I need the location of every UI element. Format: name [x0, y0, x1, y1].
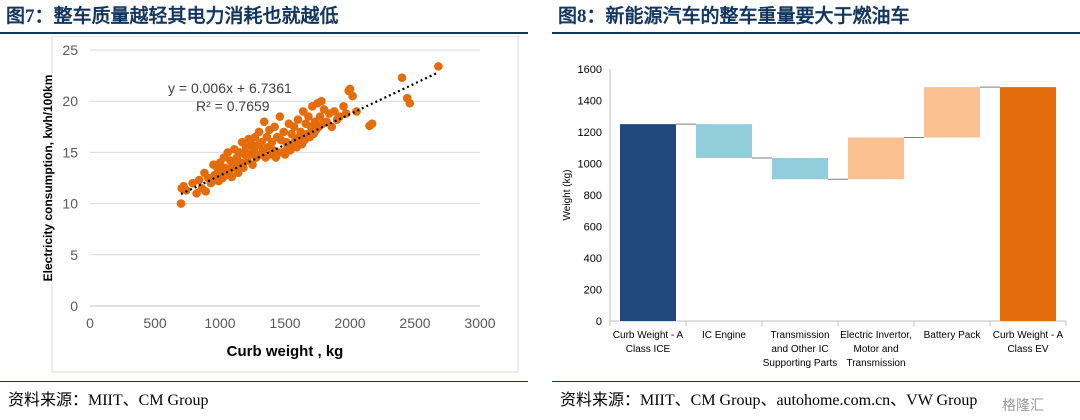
x-tick-label: 3000	[464, 315, 495, 331]
waterfall-bar	[772, 157, 828, 180]
x-tick-label: 1000	[204, 315, 235, 331]
scatter-point	[341, 109, 351, 118]
scatter-point	[227, 172, 236, 182]
scatter-point	[194, 175, 204, 185]
scatter-point	[275, 112, 285, 121]
y-tick-label: 10	[62, 196, 78, 212]
waterfall-chart: 0 200 400 600 800 1000 1200 1400 1600 Weight (kg)…	[562, 64, 1067, 369]
scatter-point	[345, 84, 355, 94]
scatter-chart: 0 5 10 15 20 25 0 500 1000 1500 2000 2500 3000 Curb w…	[41, 36, 519, 373]
scatter-point	[304, 112, 313, 121]
scatter-point	[339, 102, 348, 111]
y-tick-label: 1200	[578, 127, 602, 139]
x-axis-title: Curb weight , kg	[227, 343, 344, 360]
waterfall-bar	[620, 124, 676, 321]
y-tick-label: 1000	[578, 159, 602, 171]
scatter-point	[176, 199, 186, 208]
y-tick-label: 25	[62, 42, 78, 58]
x-category-label: IC Engine	[702, 330, 746, 341]
y-tick-label: 0	[70, 298, 78, 314]
scatter-point	[270, 122, 279, 132]
watermark-logo: 格隆汇	[1002, 398, 1044, 414]
scatter-point	[210, 170, 220, 180]
x-category-label: Motor and	[853, 344, 898, 355]
trendline-r-squared: R² = 0.7659	[196, 98, 270, 114]
scatter-point	[201, 187, 210, 196]
x-category-label: Transmission	[846, 358, 905, 369]
scatter-point	[188, 178, 197, 188]
x-category-label: Electric Invertor,	[840, 330, 912, 341]
y-axis-title: Electricity consumption, kwh/100km	[41, 75, 55, 282]
right-source-rule	[552, 381, 1080, 382]
right-title-rule	[552, 32, 1080, 34]
trendline-equation: y = 0.006x + 6.7361	[168, 80, 292, 96]
scatter-point	[289, 122, 299, 132]
scatter-point	[181, 185, 191, 195]
x-tick-label: 1500	[269, 315, 300, 331]
y-tick-label: 20	[62, 93, 78, 109]
x-category-label: and Other IC	[771, 344, 828, 355]
scatter-point	[293, 115, 303, 124]
waterfall-bar	[924, 87, 980, 138]
x-tick-label: 0	[86, 315, 94, 331]
y-tick-label: 1600	[578, 64, 602, 76]
x-category-label: Transmission	[770, 330, 829, 341]
scatter-point	[248, 160, 257, 169]
x-category-label: Class ICE	[626, 344, 671, 355]
waterfall-bar	[848, 137, 904, 180]
left-panel-title: 图7：整车质量越轻其电力消耗也就越低	[6, 6, 339, 27]
x-category-label: Supporting Parts	[763, 358, 838, 369]
right-panel-title: 图8：新能源汽车的整车重量要大于燃油车	[558, 6, 910, 27]
y-tick-label: 200	[584, 285, 602, 297]
scatter-point	[434, 62, 443, 71]
waterfall-bar	[1000, 87, 1056, 321]
waterfall-bar	[696, 124, 752, 158]
scatter-point	[279, 127, 289, 137]
scatter-point	[317, 96, 326, 106]
scatter-point	[223, 148, 233, 157]
x-tick-label: 2000	[334, 315, 365, 331]
scatter-point	[315, 112, 325, 121]
left-source-note: 资料来源：MIIT、CM Group	[8, 392, 209, 409]
left-source-rule	[0, 381, 528, 382]
left-title-rule	[0, 32, 528, 34]
x-category-label: Curb Weight - A	[993, 330, 1064, 341]
y-tick-label: 15	[62, 144, 78, 160]
y-tick-label: 800	[584, 190, 602, 202]
x-tick-label: 500	[143, 315, 167, 331]
scatter-point	[287, 129, 296, 139]
y-tick-label: 1400	[578, 96, 602, 108]
y-tick-label: 0	[596, 316, 602, 328]
scatter-point	[259, 117, 269, 126]
y-tick-label: 600	[584, 222, 602, 234]
x-category-label: Curb Weight - A	[613, 330, 684, 341]
y-tick-label: 400	[584, 253, 602, 265]
scatter-point	[367, 119, 377, 129]
scatter-point	[296, 127, 305, 137]
scatter-point	[335, 112, 344, 121]
left-panel: 图7：整车质量越轻其电力消耗也就越低 0 5 10 15 20 25 0 500 1000 150…	[0, 0, 528, 420]
right-panel: 图8：新能源汽车的整车重量要大于燃油车 0 200 400 600 800 1000 120…	[552, 0, 1080, 420]
y-tick-label: 5	[70, 247, 78, 263]
scatter-point	[397, 73, 407, 82]
x-category-label: Class EV	[1007, 344, 1048, 355]
scatter-point	[348, 91, 357, 101]
scatter-point	[405, 98, 415, 108]
scatter-point	[327, 122, 337, 132]
x-tick-label: 2500	[399, 315, 430, 331]
x-category-label: Battery Pack	[924, 330, 982, 341]
scatter-point	[254, 127, 264, 137]
right-source-note: 资料来源：MIIT、CM Group、autohome.com.cn、VW Gr…	[560, 392, 978, 409]
y-axis-title: Weight (kg)	[562, 170, 573, 221]
